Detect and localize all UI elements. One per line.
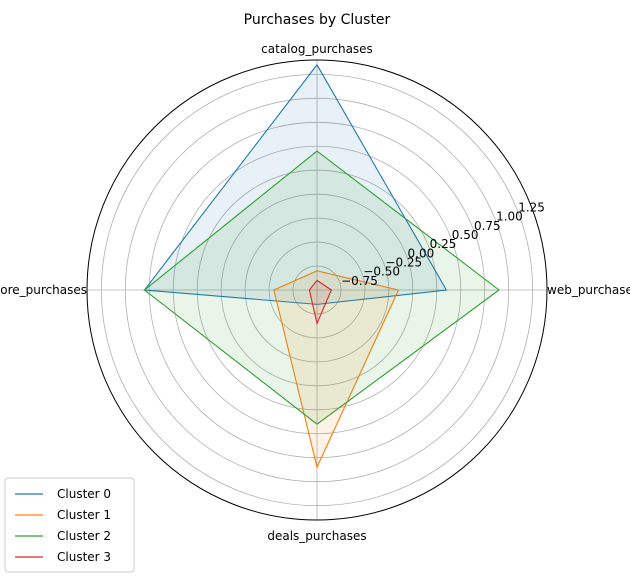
legend-label-cluster-2: Cluster 2 [57, 529, 111, 543]
polar-frame [86, 59, 548, 521]
radial-tick-label: 1.00 [496, 210, 523, 224]
axis-label-deals-purchases: deals_purchases [267, 529, 366, 543]
axis-label-catalog-purchases: catalog_purchases [261, 42, 373, 56]
axis-labels: web_purchases catalog_purchases store_purc… [0, 42, 630, 543]
legend-label-cluster-1: Cluster 1 [57, 508, 111, 522]
radial-tick-label: 0.00 [408, 246, 435, 260]
series-line-cluster-1 [273, 270, 400, 469]
radial-tick-label: 0.50 [452, 228, 479, 242]
radial-grid [87, 60, 547, 520]
radial-tick-label: −0.25 [385, 255, 422, 269]
radial-tick-label: 0.75 [474, 219, 501, 233]
radial-tick-label: −0.50 [363, 265, 400, 279]
legend: Cluster 0 Cluster 1 Cluster 2 Cluster 3 [4, 477, 135, 573]
axis-label-web-purchases: web_purchases [547, 283, 630, 297]
radial-tick-labels: −0.75−0.50−0.250.000.250.500.751.001.25 [341, 200, 545, 287]
series-line-cluster-2 [143, 150, 500, 425]
series-group [143, 63, 500, 469]
series-fill-cluster-2 [144, 151, 500, 425]
radial-tick-label: 0.25 [430, 237, 457, 251]
legend-label-cluster-0: Cluster 0 [57, 487, 111, 501]
legend-label-cluster-3: Cluster 3 [57, 550, 111, 564]
series-line-cluster-3 [308, 279, 333, 326]
axis-label-store-purchases: store_purchases [0, 283, 87, 297]
series-fill-cluster-0 [144, 64, 447, 305]
chart-title: Purchases by Cluster [244, 12, 391, 28]
legend-box [4, 477, 135, 573]
series-fill-cluster-1 [273, 270, 399, 468]
radial-tick-label: −0.75 [341, 274, 378, 288]
